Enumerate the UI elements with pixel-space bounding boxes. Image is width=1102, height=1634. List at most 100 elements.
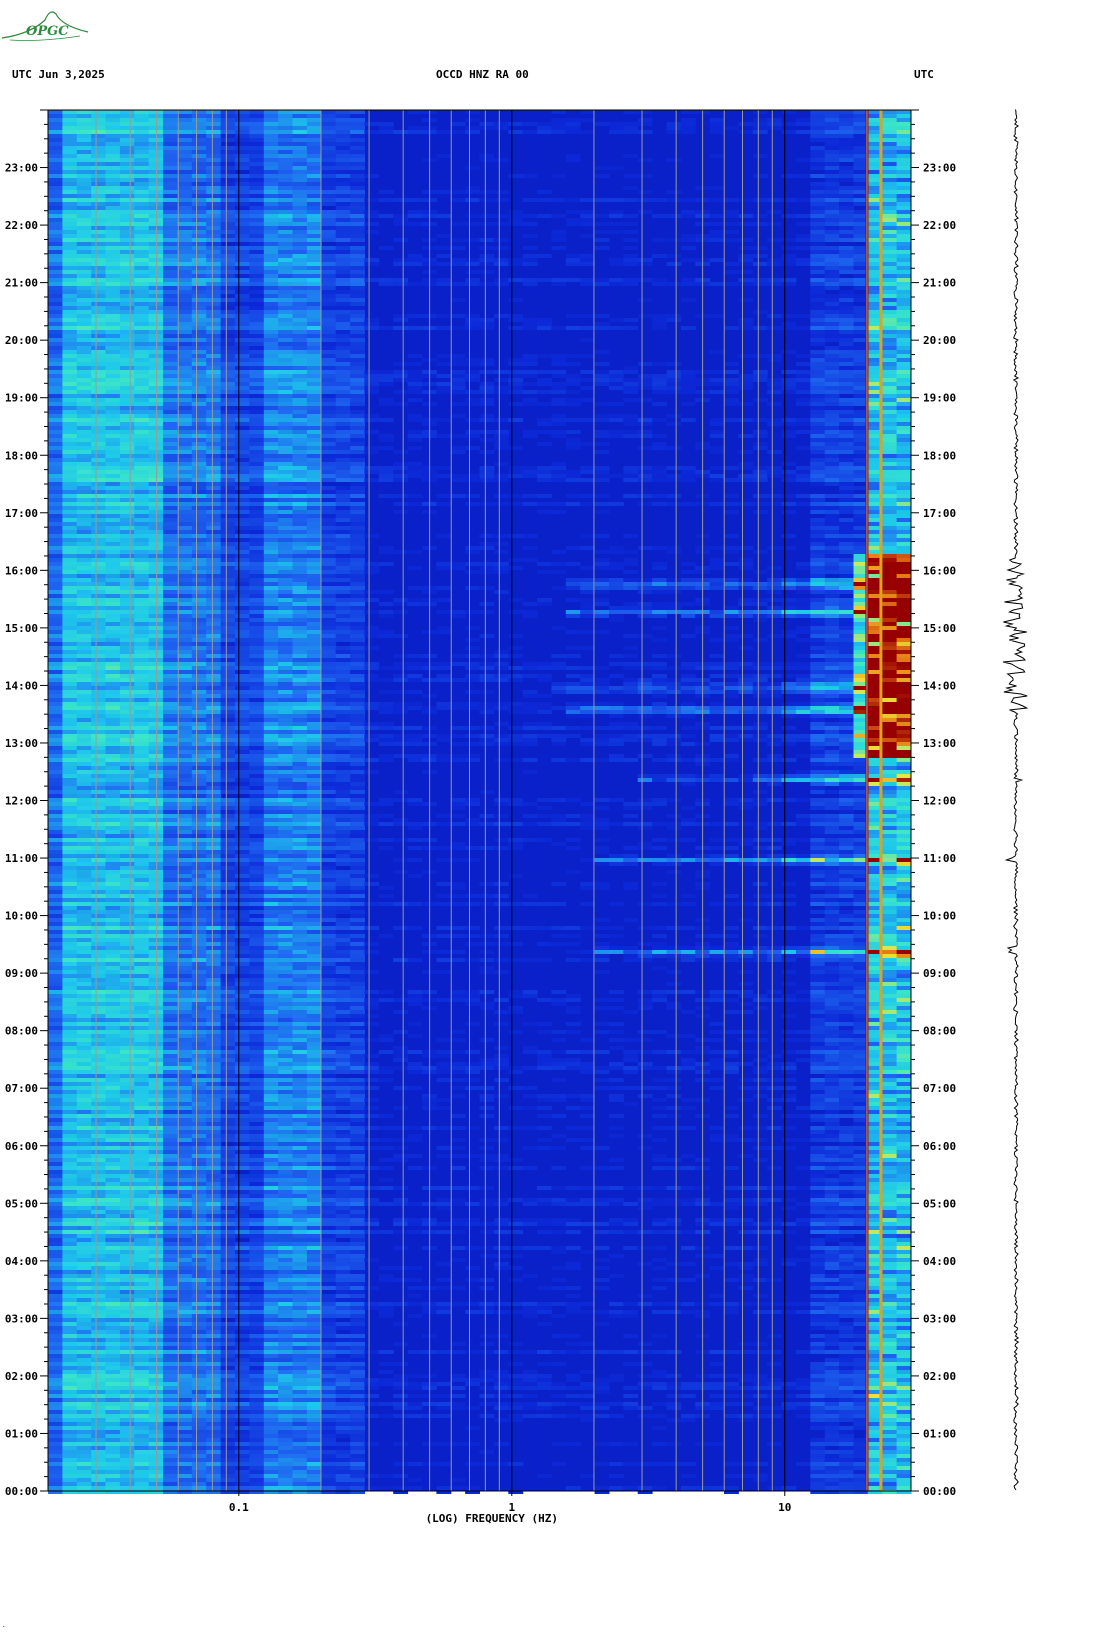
heatmap-cell: [177, 386, 193, 390]
heatmap-cell: [177, 542, 193, 546]
heatmap-cell: [191, 162, 207, 166]
heatmap-cell: [867, 514, 883, 518]
heatmap-cell: [105, 198, 121, 202]
heatmap-cell: [76, 290, 92, 294]
heatmap-cell: [292, 118, 308, 122]
heatmap-cell: [206, 474, 222, 478]
heatmap-cell: [163, 490, 178, 494]
heatmap-cell: [235, 278, 250, 282]
heatmap-cell: [623, 366, 639, 370]
heatmap-cell: [191, 302, 207, 306]
heatmap-cell: [882, 414, 898, 418]
heatmap-cell: [76, 434, 92, 438]
heatmap-cell: [321, 406, 337, 410]
heatmap-cell: [810, 522, 826, 526]
heatmap-cell: [220, 394, 236, 398]
heatmap-cell: [335, 458, 351, 462]
heatmap-cell: [824, 134, 840, 138]
heatmap-cell: [306, 190, 322, 194]
heatmap-cell: [235, 478, 250, 482]
heatmap-cell: [853, 282, 869, 286]
heatmap-cell: [781, 382, 797, 386]
heatmap-cell: [278, 486, 293, 490]
heatmap-cell: [163, 178, 178, 182]
heatmap-cell: [306, 262, 322, 266]
heatmap-cell: [436, 418, 452, 422]
heatmap-cell: [867, 614, 883, 618]
heatmap-cell: [637, 198, 653, 202]
heatmap-cell: [62, 494, 78, 498]
heatmap-cell: [810, 206, 826, 210]
heatmap-cell: [609, 502, 624, 506]
heatmap-cell: [76, 378, 92, 382]
heatmap-cell: [76, 138, 92, 142]
heatmap-cell: [738, 450, 754, 454]
heatmap-cell: [321, 398, 337, 402]
heatmap-cell: [810, 622, 826, 626]
heatmap-cell: [306, 318, 322, 322]
heatmap-cell: [350, 258, 365, 262]
heatmap-cell: [163, 346, 178, 350]
heatmap-cell: [350, 490, 365, 494]
heatmap-cell: [350, 250, 365, 254]
heatmap-cell: [781, 598, 797, 602]
heatmap-cell: [62, 562, 78, 566]
heatmap-cell: [666, 478, 682, 482]
heatmap-cell: [119, 362, 135, 366]
heatmap-cell: [896, 546, 912, 550]
heatmap-cell: [191, 318, 207, 322]
heatmap-cell: [235, 486, 250, 490]
heatmap-cell: [882, 490, 898, 494]
heatmap-cell: [335, 358, 351, 362]
heatmap-cell: [62, 174, 78, 178]
heatmap-cell: [824, 422, 840, 426]
heatmap-cell: [810, 190, 826, 194]
heatmap-cell: [824, 354, 840, 358]
heatmap-cell: [48, 186, 63, 190]
heatmap-cell: [191, 582, 207, 586]
heatmap-cell: [867, 242, 883, 246]
heatmap-cell: [321, 150, 337, 154]
heatmap-cell: [493, 190, 509, 194]
heatmap-cell: [508, 378, 524, 382]
heatmap-cell: [882, 374, 898, 378]
heatmap-cell: [321, 142, 337, 146]
heatmap-cell: [609, 566, 624, 570]
heatmap-cell: [119, 314, 135, 318]
heatmap-cell: [62, 394, 78, 398]
heatmap-cell: [824, 370, 840, 374]
heatmap-cell: [119, 234, 135, 238]
heatmap-cell: [465, 494, 480, 498]
heatmap-cell: [810, 322, 826, 326]
heatmap-cell: [292, 202, 308, 206]
heatmap-cell: [436, 434, 452, 438]
heatmap-cell: [292, 306, 308, 310]
heatmap-cell: [206, 150, 222, 154]
heatmap-cell: [479, 238, 495, 242]
heatmap-cell: [249, 206, 265, 210]
heatmap-cell: [479, 430, 495, 434]
heatmap-cell: [292, 326, 308, 330]
heatmap-cell: [594, 282, 610, 286]
opgc-logo: OPGC: [0, 0, 100, 50]
heatmap-cell: [781, 390, 797, 394]
heatmap-cell: [853, 526, 869, 530]
heatmap-cell: [810, 266, 826, 270]
heatmap-cell: [220, 190, 236, 194]
heatmap-cell: [767, 466, 783, 470]
heatmap-cell: [896, 590, 912, 594]
heatmap-cell: [551, 174, 567, 178]
heatmap-cell: [350, 522, 365, 526]
heatmap-cell: [134, 218, 150, 222]
heatmap-cell: [177, 306, 193, 310]
heatmap-cell: [867, 446, 883, 450]
heatmap-cell: [220, 418, 236, 422]
heatmap-cell: [350, 298, 365, 302]
heatmap-cell: [680, 570, 696, 574]
heatmap-cell: [882, 162, 898, 166]
heatmap-cell: [321, 126, 337, 130]
heatmap-cell: [191, 198, 207, 202]
heatmap-cell: [48, 350, 63, 354]
heatmap-cell: [220, 150, 236, 154]
heatmap-cell: [105, 226, 121, 230]
